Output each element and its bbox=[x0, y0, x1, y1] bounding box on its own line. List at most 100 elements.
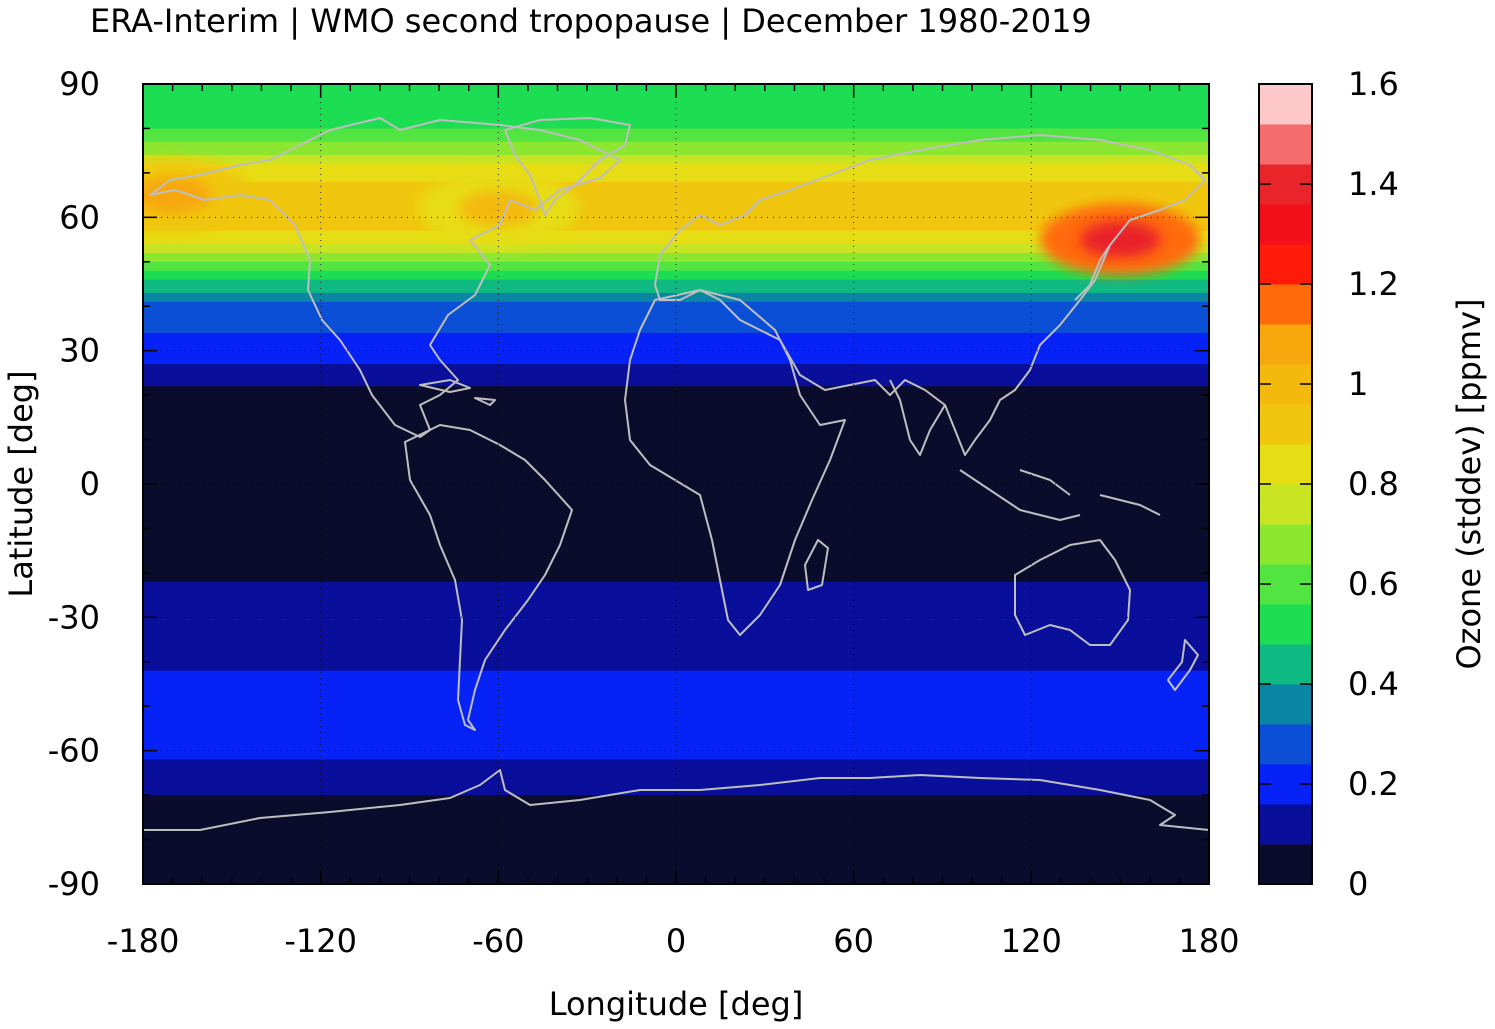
ozone-band bbox=[143, 195, 1209, 201]
y-tick-label: 60 bbox=[59, 198, 100, 236]
ozone-band bbox=[143, 564, 1209, 570]
ozone-band bbox=[143, 332, 1209, 338]
x-tick-label: 60 bbox=[833, 922, 874, 960]
colorbar-swatch bbox=[1259, 644, 1312, 685]
ozone-band bbox=[143, 839, 1209, 845]
colorbar-tick-label: 0.2 bbox=[1348, 765, 1399, 803]
colorbar-swatch bbox=[1259, 684, 1312, 725]
ozone-band bbox=[143, 275, 1209, 281]
ozone-band bbox=[143, 359, 1209, 365]
ozone-band bbox=[143, 799, 1209, 805]
ozone-band bbox=[143, 199, 1209, 205]
ozone-band bbox=[143, 284, 1209, 290]
coastlines bbox=[143, 117, 1209, 831]
map-plot-area bbox=[143, 84, 1209, 884]
colorbar-tick-label: 0.6 bbox=[1348, 565, 1399, 603]
ozone-band bbox=[143, 528, 1209, 534]
ozone-band bbox=[143, 768, 1209, 774]
ozone-band bbox=[143, 666, 1209, 672]
ozone-band bbox=[143, 444, 1209, 450]
ozone-band bbox=[143, 710, 1209, 716]
y-tick-label: -30 bbox=[48, 598, 100, 636]
ozone-band bbox=[143, 475, 1209, 481]
ozone-band bbox=[143, 550, 1209, 556]
ozone-band bbox=[143, 848, 1209, 854]
ozone-band bbox=[143, 426, 1209, 432]
ozone-band bbox=[143, 306, 1209, 312]
ozone-band bbox=[143, 337, 1209, 343]
ozone-band bbox=[143, 546, 1209, 552]
ozone-band bbox=[143, 497, 1209, 503]
ozone-band bbox=[143, 266, 1209, 272]
x-tick-label: 180 bbox=[1178, 922, 1239, 960]
ozone-band bbox=[143, 324, 1209, 330]
ozone-band bbox=[143, 719, 1209, 725]
ozone-band bbox=[143, 812, 1209, 818]
colorbar-swatch bbox=[1259, 124, 1312, 165]
ozone-band bbox=[143, 617, 1209, 623]
ozone-band bbox=[143, 404, 1209, 410]
ozone-band bbox=[143, 310, 1209, 316]
ozone-band bbox=[143, 288, 1209, 294]
ozone-band bbox=[143, 146, 1209, 152]
ozone-band bbox=[143, 852, 1209, 858]
ozone-band bbox=[143, 652, 1209, 658]
ozone-band bbox=[143, 541, 1209, 547]
ozone-band bbox=[143, 252, 1209, 258]
ozone-band bbox=[143, 479, 1209, 485]
y-tick-label: 30 bbox=[59, 332, 100, 370]
colorbar-swatch bbox=[1259, 724, 1312, 765]
ozone-band bbox=[143, 626, 1209, 632]
ozone-band bbox=[143, 804, 1209, 810]
ozone-band bbox=[143, 137, 1209, 143]
ozone-band bbox=[143, 355, 1209, 361]
ozone-band bbox=[143, 835, 1209, 841]
ozone-band bbox=[143, 239, 1209, 245]
ozone-band bbox=[143, 470, 1209, 476]
ozone-band bbox=[143, 457, 1209, 463]
ozone-band bbox=[143, 181, 1209, 187]
ozone-band bbox=[143, 830, 1209, 836]
ozone-band bbox=[143, 270, 1209, 276]
coast-new-zealand bbox=[1167, 639, 1199, 691]
ozone-band bbox=[143, 315, 1209, 321]
ozone-band bbox=[143, 506, 1209, 512]
ozone-band bbox=[143, 577, 1209, 583]
ozone-maximum-core bbox=[143, 177, 213, 214]
ozone-band bbox=[143, 435, 1209, 441]
coast-caribbean bbox=[419, 379, 496, 406]
ozone-band bbox=[143, 697, 1209, 703]
ozone-band bbox=[143, 764, 1209, 770]
coast-antarctica bbox=[143, 769, 1209, 831]
coast-greenland bbox=[504, 117, 631, 216]
ozone-band bbox=[143, 781, 1209, 787]
ozone-band bbox=[143, 217, 1209, 223]
coast-africa bbox=[624, 289, 846, 636]
ozone-band bbox=[143, 777, 1209, 783]
ozone-band bbox=[143, 230, 1209, 236]
ozone-band bbox=[143, 341, 1209, 347]
ozone-band bbox=[143, 319, 1209, 325]
colorbar-swatch bbox=[1259, 804, 1312, 845]
x-axis-label: Longitude [deg] bbox=[549, 985, 804, 1023]
ozone-band bbox=[143, 515, 1209, 521]
ozone-band bbox=[143, 732, 1209, 738]
coast-madagascar bbox=[804, 539, 829, 591]
ozone-band bbox=[143, 608, 1209, 614]
ozone-band bbox=[143, 612, 1209, 618]
ozone-band bbox=[143, 248, 1209, 254]
ozone-band bbox=[143, 786, 1209, 792]
ozone-band bbox=[143, 817, 1209, 823]
ozone-band bbox=[143, 119, 1209, 125]
ozone-band bbox=[143, 679, 1209, 685]
ozone-band bbox=[143, 390, 1209, 396]
ozone-band bbox=[143, 301, 1209, 307]
ozone-band bbox=[143, 510, 1209, 516]
ozone-band bbox=[143, 715, 1209, 721]
ozone-band bbox=[143, 417, 1209, 423]
ozone-band bbox=[143, 746, 1209, 752]
y-tick-label: 0 bbox=[80, 465, 100, 503]
ozone-band bbox=[143, 461, 1209, 467]
ozone-band bbox=[143, 110, 1209, 116]
ozone-band bbox=[143, 772, 1209, 778]
